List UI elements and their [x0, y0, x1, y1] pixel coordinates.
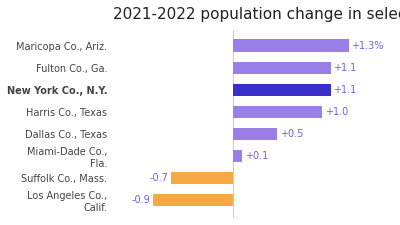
- Text: +0.1: +0.1: [244, 151, 268, 161]
- Text: +1.1: +1.1: [334, 63, 357, 73]
- Bar: [153, 194, 233, 207]
- Text: -0.7: -0.7: [149, 173, 168, 183]
- Bar: [233, 62, 331, 74]
- Bar: [233, 128, 278, 140]
- Text: +0.5: +0.5: [280, 129, 304, 139]
- Bar: [233, 150, 242, 162]
- Text: +1.0: +1.0: [324, 107, 348, 117]
- Text: +1.3%: +1.3%: [351, 40, 384, 51]
- Bar: [233, 106, 322, 118]
- Bar: [233, 39, 349, 52]
- Bar: [233, 84, 331, 96]
- Text: 2021-2022 population change in select counties: 2021-2022 population change in select co…: [113, 7, 400, 22]
- Text: -0.9: -0.9: [132, 195, 150, 205]
- Bar: [171, 172, 233, 184]
- Text: +1.1: +1.1: [334, 85, 357, 95]
